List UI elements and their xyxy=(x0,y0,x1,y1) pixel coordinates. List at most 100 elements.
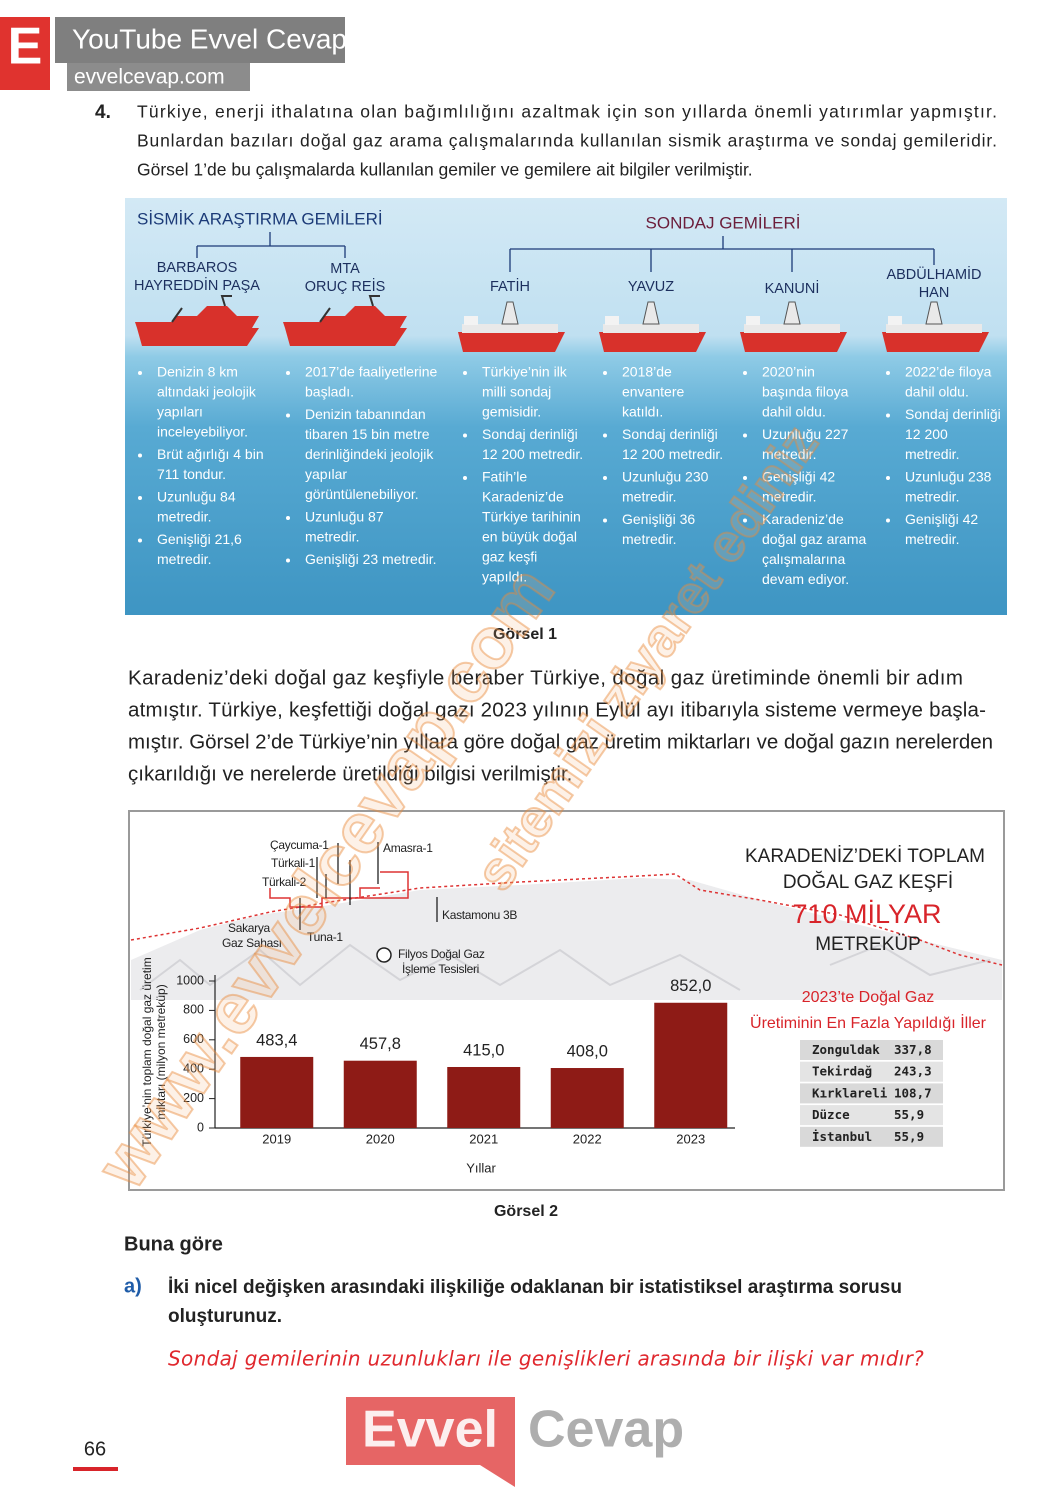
ship-fact: milli sondaj xyxy=(482,384,551,400)
map-label: Filyos Doğal Gaz xyxy=(398,947,485,961)
bullet xyxy=(286,558,290,563)
map-label: Gaz Sahası xyxy=(222,936,282,950)
bullet xyxy=(286,413,290,418)
ship-fact: 2022’de filoya xyxy=(905,364,992,380)
ship-fact: Fatih’le xyxy=(482,469,527,485)
ship-fact: Karadeniz’de xyxy=(762,511,844,527)
ship-derrick xyxy=(642,301,660,325)
ship-fact: Uzunluğu 238 xyxy=(905,469,992,485)
table-cell: 55,9 xyxy=(894,1129,924,1144)
y-tick-label: 1000 xyxy=(176,973,204,987)
ship-name: KANUNİ xyxy=(765,279,820,297)
intro-line: Görsel 1’de bu çalışmalarda kullanılan g… xyxy=(137,160,753,180)
bullet xyxy=(603,433,607,438)
page-number: 66 xyxy=(84,1438,106,1460)
map-label: İşleme Tesisleri xyxy=(402,962,479,976)
y-tick-label: 0 xyxy=(197,1120,204,1134)
ship-fact: yapıları xyxy=(157,404,203,420)
footer-tail xyxy=(480,1465,515,1487)
bullet xyxy=(603,371,607,375)
ship-fact: metredir. xyxy=(762,446,816,462)
logo: E xyxy=(8,18,43,76)
ship-name: ABDÜLHAMİD xyxy=(886,265,981,283)
seismic-title: SİSMİK ARAŞTIRMA GEMİLERİ xyxy=(137,209,383,228)
ship-name: HAYREDDİN PAŞA xyxy=(134,276,260,294)
ship-hull xyxy=(458,332,565,352)
ship-fact: yapılar xyxy=(305,466,347,482)
bullet xyxy=(743,518,747,523)
ship-fact: Türkiye’nin ilk xyxy=(482,364,568,380)
bullet xyxy=(743,433,747,438)
map-label: Sakarya xyxy=(228,921,271,935)
bar xyxy=(343,1060,417,1128)
map-label: Çaycuma-1 xyxy=(270,838,329,852)
x-tick-label: 2021 xyxy=(469,1131,498,1146)
ship-fact: doğal gaz arama xyxy=(762,531,867,547)
drilling-title: SONDAJ GEMİLERİ xyxy=(646,213,801,232)
ship-fact: Genişliği 36 xyxy=(622,511,695,527)
task-letter: a) xyxy=(124,1275,142,1297)
discovery-title: DOĞAL GAZ KEŞFİ xyxy=(783,871,953,893)
ship-fact: başında filoya xyxy=(762,384,849,400)
coast-line xyxy=(130,873,1003,966)
ship-name: YAVUZ xyxy=(628,279,674,295)
bullet xyxy=(743,476,747,480)
task-question: İki nicel değişken arasındaki ilişkiliğe… xyxy=(168,1277,902,1298)
ship-fact: metredir. xyxy=(905,531,959,547)
ship-fact: Türkiye tarihinin xyxy=(482,509,581,525)
ship-fact: gaz keşfi xyxy=(482,549,537,565)
ship-fact: 12 200 metredir. xyxy=(622,446,723,462)
tree-line xyxy=(509,236,935,272)
ship-fact: Sondaj derinliği xyxy=(622,426,718,442)
ship-fact: Brüt ağırlığı 4 bin xyxy=(157,446,264,462)
tree-line xyxy=(196,232,346,258)
ship-bridge xyxy=(605,316,619,325)
map-label: Amasra-1 xyxy=(383,841,433,855)
ship-fact: inceleyebiliyor. xyxy=(157,424,248,440)
discovery-title: KARADENİZ’DEKİ TOPLAM xyxy=(745,846,985,867)
table-cell: İstanbul xyxy=(812,1129,872,1144)
y-label-line: miktarı (milyon metreküp) xyxy=(154,984,168,1119)
map-label: Tuna-1 xyxy=(307,930,343,944)
bullet xyxy=(138,496,142,500)
y-tick-label: 800 xyxy=(183,1003,204,1017)
bullet xyxy=(286,516,290,520)
ship-fact: metredir. xyxy=(305,529,359,545)
filyos-marker xyxy=(376,947,392,963)
ship-fact: altındaki jeolojik xyxy=(157,384,257,400)
ship-fact: metredir. xyxy=(622,489,676,505)
table-row xyxy=(800,1126,943,1147)
ship-fact: en büyük doğal xyxy=(482,529,577,545)
map-label: Türkali-1 xyxy=(271,856,316,870)
ship-fact: metredir. xyxy=(762,489,816,505)
y-label-line: Türkiye’nin toplam doğal gaz üretim xyxy=(140,957,154,1146)
ship-hull xyxy=(283,306,407,346)
ship-fact: yapıldı. xyxy=(482,569,527,585)
ship-bridge xyxy=(888,316,902,325)
bar xyxy=(447,1066,521,1128)
x-tick-label: 2023 xyxy=(676,1131,705,1146)
ship-fact: dahil oldu. xyxy=(762,404,826,420)
table-cell: 337,8 xyxy=(894,1042,932,1057)
ship-name: MTA xyxy=(330,261,360,277)
table-row xyxy=(800,1040,943,1060)
ship-derrick xyxy=(925,301,943,325)
ship-hull xyxy=(882,332,989,352)
table-title: 2023’te Doğal Gaz xyxy=(802,989,935,1006)
table-cell: Zonguldak xyxy=(812,1042,880,1057)
ship-deck xyxy=(462,324,558,333)
ship-name: HAN xyxy=(919,285,950,301)
ship-fact: Sondaj derinliği xyxy=(905,406,1001,422)
bullet xyxy=(286,371,290,375)
intro-line: Türkiye, enerji ithalatına olan bağımlıl… xyxy=(137,102,997,122)
x-tick-label: 2020 xyxy=(366,1131,395,1146)
ship-fact: metredir. xyxy=(622,531,676,547)
ship-hull xyxy=(135,306,259,346)
ship-fact: 12 200 metredir. xyxy=(482,446,583,462)
bullet xyxy=(138,538,142,543)
question-number: 4. xyxy=(95,102,111,123)
value-label: 483,4 xyxy=(256,1031,297,1049)
ship-fact: Uzunluğu 87 xyxy=(305,509,384,525)
ship-fact: Denizin tabanından xyxy=(305,406,426,422)
logo-box xyxy=(0,17,50,90)
